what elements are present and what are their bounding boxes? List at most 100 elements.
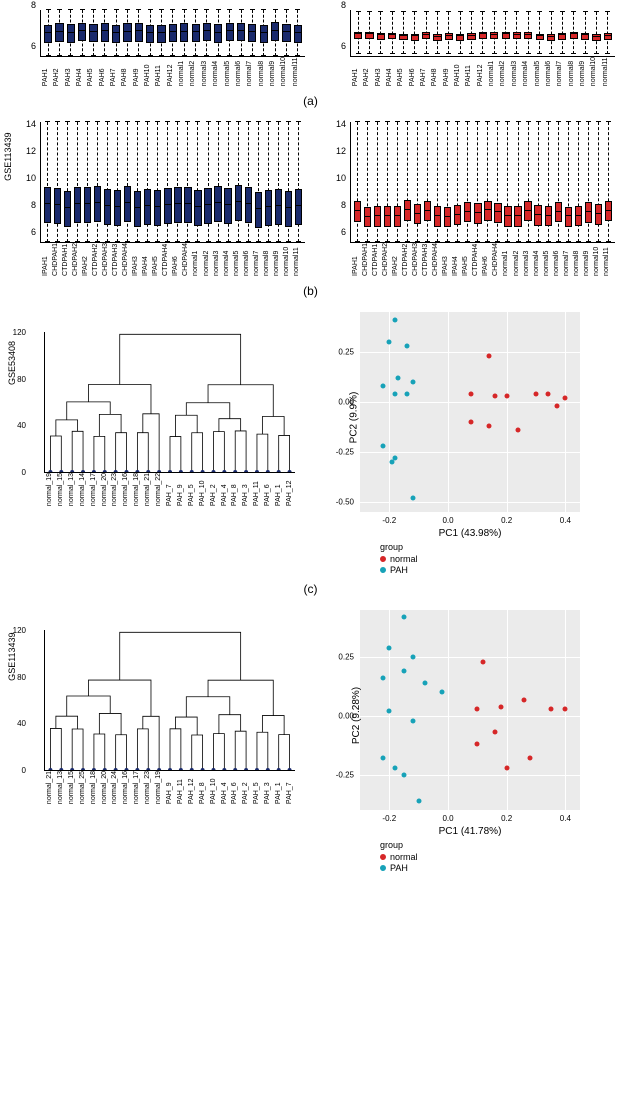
x-tick: -0.2 <box>382 814 396 823</box>
y-tick: -0.25 <box>336 448 354 457</box>
legend-item: normal <box>380 852 600 862</box>
x-label: normal1 <box>502 243 511 278</box>
scatter-point <box>387 709 392 714</box>
panel-b-left: GSE113439 68101214IPAH1CHDPAH1CTDPAH1CHD… <box>10 122 300 278</box>
scatter-point <box>487 354 492 359</box>
legend-label: normal <box>390 852 418 862</box>
x-label: normal2 <box>203 243 212 278</box>
scatter-point <box>469 420 474 425</box>
y-tick: 80 <box>17 673 26 682</box>
scatter-point <box>469 392 474 397</box>
scatter-point <box>410 380 415 385</box>
x-label: normal4 <box>533 243 542 278</box>
x-label: PAH1 <box>352 57 362 88</box>
x-label: CTDPAH2 <box>402 243 411 278</box>
x-tick: 0.4 <box>560 814 571 823</box>
scatter-c-xlabel: PC1 (43.98%) <box>439 528 502 539</box>
x-label: normal8 <box>263 243 272 278</box>
x-label: IPAH3 <box>442 243 451 278</box>
y-tick: 0 <box>22 468 26 477</box>
panel-d-scatter: PC2 (9.28%) PC1 (41.78%) -0.20.00.20.4-0… <box>320 610 600 874</box>
x-label: normal9 <box>273 243 282 278</box>
x-label: normal4 <box>223 243 232 278</box>
scatter-point <box>387 340 392 345</box>
scatter-point <box>404 344 409 349</box>
x-label: PAH3 <box>65 57 75 88</box>
y-tick: 8 <box>31 200 36 210</box>
x-label: CHDPAH1 <box>362 243 371 278</box>
x-label: normal_16 <box>122 473 132 508</box>
x-label: normal_20 <box>101 771 111 806</box>
panel-b-row: GSE113439 68101214IPAH1CHDPAH1CTDPAH1CHD… <box>10 122 611 278</box>
scatter-point <box>475 742 480 747</box>
x-label: PAH_9 <box>166 771 176 806</box>
scatter-point <box>504 765 509 770</box>
scatter-point <box>381 676 386 681</box>
x-label: normal11 <box>603 243 612 278</box>
x-label: PAH_7 <box>286 771 296 806</box>
x-label: PAH_3 <box>242 473 252 508</box>
legend-label: normal <box>390 554 418 564</box>
x-label: normal9 <box>583 243 592 278</box>
scatter-d-legend: group normalPAH <box>380 840 600 873</box>
y-tick: 12 <box>336 146 346 156</box>
x-label: normal_23 <box>144 771 154 806</box>
x-label: normal6 <box>243 243 252 278</box>
panel-c-label: (c) <box>10 582 611 596</box>
panel-a-left: 68PAH1PAH2PAH3PAH4PAH5PAH6PAH7PAH8PAH9PA… <box>10 10 300 88</box>
legend-label: PAH <box>390 863 408 873</box>
x-label: CTDPAH4 <box>472 243 481 278</box>
x-label: PAH_12 <box>188 771 198 806</box>
x-label: PAH9 <box>443 57 453 88</box>
panel-b-right: 68101214IPAH1CHDPAH1CTDPAH1CHDPAH2IPAH2C… <box>320 122 610 278</box>
x-label: PAH11 <box>155 57 165 88</box>
x-label: normal_20 <box>101 473 111 508</box>
scatter-point <box>534 392 539 397</box>
scatter-point <box>492 394 497 399</box>
x-label: PAH6 <box>99 57 109 88</box>
x-label: CTDPAH1 <box>62 243 71 278</box>
y-tick: 6 <box>31 41 36 51</box>
scatter-point <box>481 659 486 664</box>
x-label: IPAH1 <box>352 243 361 278</box>
legend-item: normal <box>380 554 600 564</box>
x-label: CHDPAH4 <box>492 243 501 278</box>
scatter-point <box>440 690 445 695</box>
x-label: normal_19 <box>155 771 165 806</box>
legend-dot <box>380 865 386 871</box>
x-label: normal5 <box>224 57 234 88</box>
x-label: CTDPAH3 <box>112 243 121 278</box>
x-label: PAH2 <box>53 57 63 88</box>
x-label: normal_17 <box>133 771 143 806</box>
x-label: normal4 <box>212 57 222 88</box>
x-label: normal6 <box>553 243 562 278</box>
scatter-point <box>396 376 401 381</box>
panel-c-row: GSE53408 04080120 normal_19normal_15norm… <box>10 312 611 576</box>
x-tick: 0.4 <box>560 516 571 525</box>
scatter-c-legend: group normalPAH <box>380 542 600 575</box>
x-label: normal_15 <box>57 473 67 508</box>
scatter-point <box>563 396 568 401</box>
x-label: normal1 <box>192 243 201 278</box>
x-label: normal10 <box>590 57 600 88</box>
x-label: PAH5 <box>87 57 97 88</box>
x-label: IPAH2 <box>392 243 401 278</box>
x-label: normal5 <box>543 243 552 278</box>
scatter-point <box>522 697 527 702</box>
y-tick: 14 <box>336 119 346 129</box>
x-label: normal_22 <box>155 473 165 508</box>
legend-dot <box>380 567 386 573</box>
legend-title: group <box>380 542 600 552</box>
x-label: normal_24 <box>111 771 121 806</box>
x-label: IPAH6 <box>482 243 491 278</box>
x-label: PAH5 <box>397 57 407 88</box>
panel-a-row: 68PAH1PAH2PAH3PAH4PAH5PAH6PAH7PAH8PAH9PA… <box>10 10 611 88</box>
x-label: PAH_8 <box>199 771 209 806</box>
scatter-point <box>393 392 398 397</box>
x-label: IPAH1 <box>42 243 51 278</box>
panel-a-label: (a) <box>10 94 611 108</box>
x-label: IPAH3 <box>132 243 141 278</box>
x-label: PAH2 <box>363 57 373 88</box>
x-label: normal_16 <box>122 771 132 806</box>
scatter-point <box>402 669 407 674</box>
